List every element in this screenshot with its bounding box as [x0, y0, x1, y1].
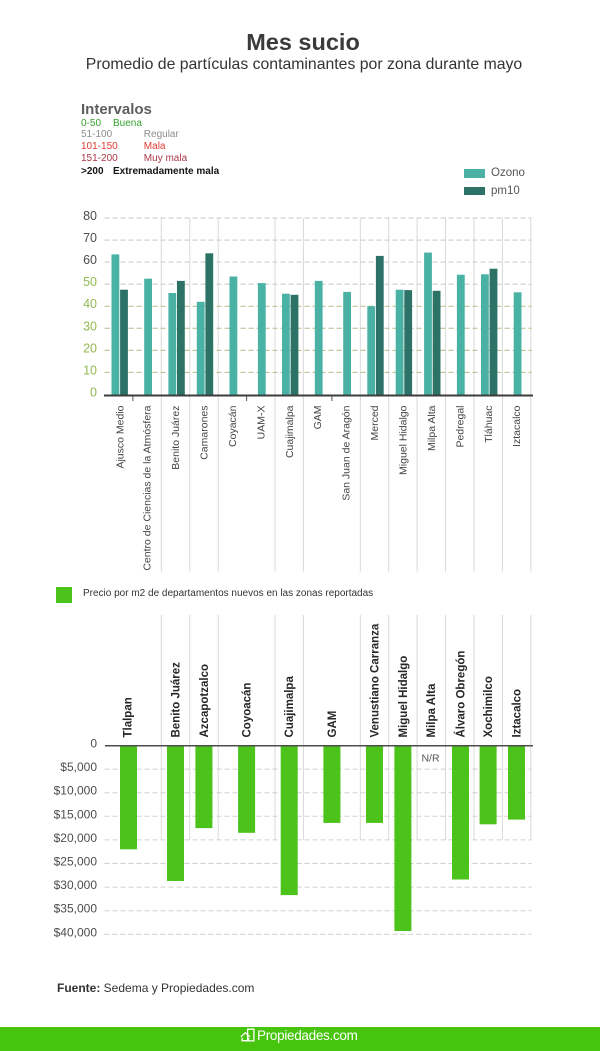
svg-text:$15,000: $15,000 [54, 807, 98, 821]
svg-text:$10,000: $10,000 [54, 784, 98, 798]
svg-text:Camarones: Camarones [199, 406, 211, 460]
svg-text:Iztacalco: Iztacalco [511, 405, 523, 447]
svg-text:60: 60 [83, 253, 97, 267]
svg-text:Ajusco Medio: Ajusco Medio [115, 405, 127, 468]
svg-text:$25,000: $25,000 [54, 855, 98, 869]
svg-text:Centro de Ciencias de la Atmós: Centro de Ciencias de la Atmósfera [142, 405, 154, 570]
svg-text:10: 10 [83, 363, 97, 377]
svg-text:80: 80 [83, 209, 97, 223]
svg-text:$20,000: $20,000 [54, 831, 98, 845]
svg-text:Miguel Hidalgo: Miguel Hidalgo [398, 656, 410, 738]
svg-text:Pedregal: Pedregal [454, 406, 466, 448]
svg-text:Coyacán: Coyacán [227, 405, 239, 447]
svg-text:0: 0 [90, 386, 97, 400]
svg-text:Venustiano Carranza: Venustiano Carranza [369, 623, 381, 737]
svg-text:Álvaro Obregón: Álvaro Obregón [454, 651, 467, 738]
svg-text:70: 70 [83, 231, 97, 245]
svg-text:Cuajimalpa: Cuajimalpa [284, 676, 296, 738]
svg-text:N/R: N/R [421, 753, 440, 765]
svg-text:Coyoacán: Coyoacán [242, 683, 254, 738]
svg-text:Xochimilco: Xochimilco [483, 676, 495, 737]
svg-text:40: 40 [83, 297, 97, 311]
svg-text:$35,000: $35,000 [54, 902, 98, 916]
svg-text:Miguel Hidalgo: Miguel Hidalgo [398, 405, 410, 475]
svg-text:Benito Juárez: Benito Juárez [170, 406, 182, 470]
svg-text:GAM: GAM [327, 711, 339, 738]
svg-text:Tlalpan: Tlalpan [122, 697, 134, 737]
svg-text:GAM: GAM [312, 406, 324, 430]
svg-text:Milpa Alta: Milpa Alta [426, 405, 438, 451]
svg-text:San Juan de Aragón: San Juan de Aragón [341, 405, 353, 500]
svg-text:UAM-X: UAM-X [255, 406, 267, 440]
svg-text:Merced: Merced [369, 405, 381, 440]
svg-text:20: 20 [83, 341, 97, 355]
svg-text:Iztacalco: Iztacalco [511, 689, 523, 738]
svg-text:0: 0 [90, 737, 97, 751]
svg-text:$30,000: $30,000 [54, 878, 98, 892]
svg-text:30: 30 [83, 319, 97, 333]
svg-text:Benito Juárez: Benito Juárez [170, 662, 182, 738]
svg-text:Milpa Alta: Milpa Alta [426, 683, 438, 737]
svg-text:50: 50 [83, 275, 97, 289]
svg-text:Azcapotzalco: Azcapotzalco [199, 664, 211, 738]
svg-text:Cuajimalpa: Cuajimalpa [284, 405, 296, 458]
svg-text:$5,000: $5,000 [60, 760, 97, 774]
svg-text:Tláhuac: Tláhuac [483, 406, 495, 443]
svg-text:$40,000: $40,000 [54, 925, 98, 939]
